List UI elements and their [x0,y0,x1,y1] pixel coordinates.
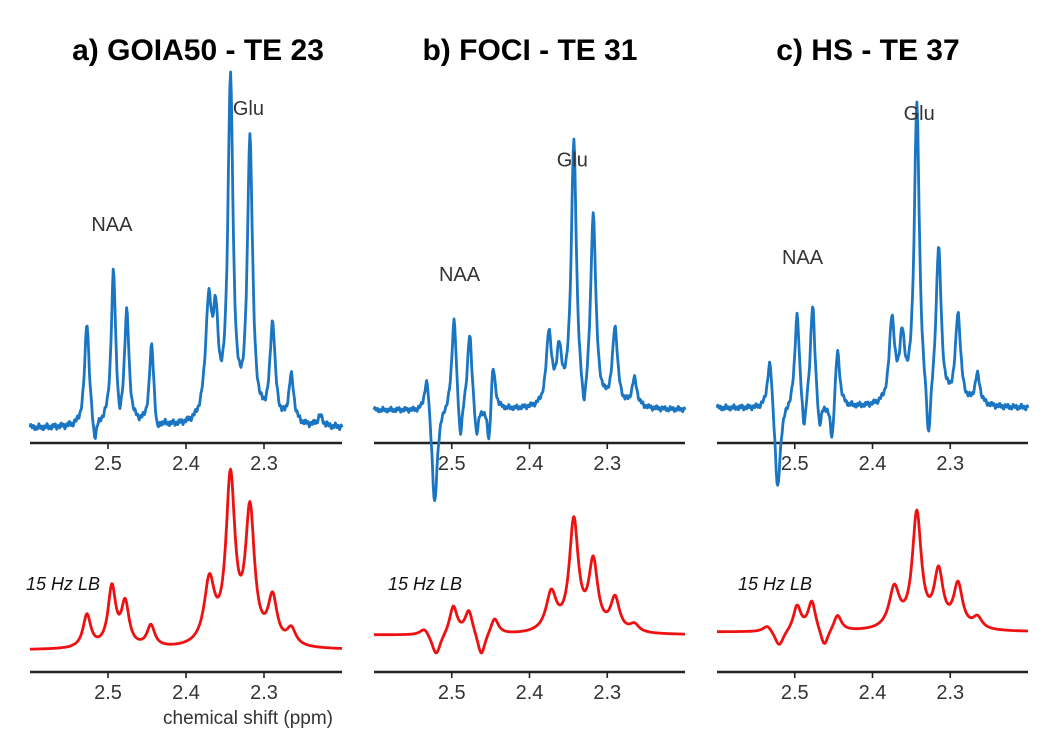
x-tick-label: 2.4 [516,682,544,704]
x-tick-label: 2.4 [516,453,544,475]
x-tick-label: 2.4 [172,682,200,704]
x-tick-label: 2.5 [438,682,466,704]
x-axis-label: chemical shift (ppm) [163,708,333,729]
x-tick-label: 2.5 [781,453,809,475]
x-tick-label: 2.5 [781,682,809,704]
spectra-figure: chemical shift (ppm) a) GOIA50 - TE 23 2.… [0,0,1056,745]
line-broadening-label: 15 Hz LB [388,574,462,594]
x-tick-label: 2.3 [593,682,621,704]
glu-label: Glu [557,149,588,171]
panel-title: b) FOCI - TE 31 [422,34,637,67]
x-tick-label: 2.3 [936,453,964,475]
x-tick-label: 2.3 [250,453,278,475]
glu-label: Glu [233,98,264,120]
line-broadening-label: 15 Hz LB [738,574,812,594]
x-tick-label: 2.5 [94,453,122,475]
x-tick-label: 2.5 [438,453,466,475]
x-tick-label: 2.3 [593,453,621,475]
panel-title: c) HS - TE 37 [776,34,959,67]
naa-label: NAA [439,264,481,286]
lb-spectrum-line [30,469,342,649]
line-broadening-label: 15 Hz LB [26,574,100,594]
x-tick-label: 2.3 [250,682,278,704]
x-tick-label: 2.5 [94,682,122,704]
spectrum-line [30,72,342,439]
naa-label: NAA [782,247,824,269]
spectrum-line [717,102,1028,485]
x-tick-label: 2.4 [859,453,887,475]
x-tick-label: 2.3 [936,682,964,704]
glu-label: Glu [904,103,935,125]
naa-label: NAA [91,214,133,236]
panel-title: a) GOIA50 - TE 23 [72,34,324,67]
x-tick-label: 2.4 [172,453,200,475]
x-tick-label: 2.4 [859,682,887,704]
